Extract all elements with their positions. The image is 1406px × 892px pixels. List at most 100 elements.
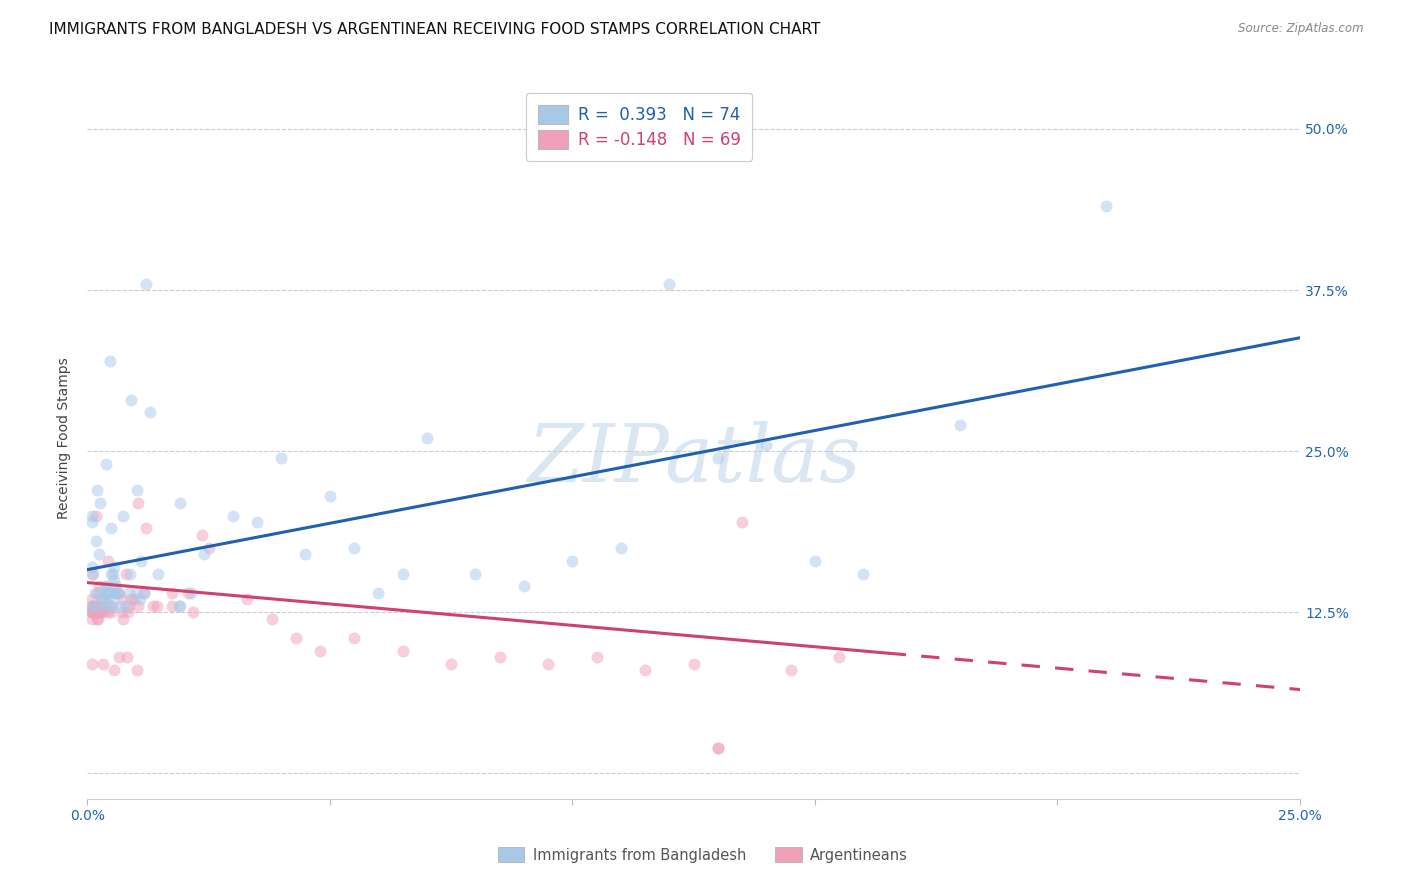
Point — [107, 586, 129, 600]
Point — [949, 418, 972, 433]
Point — [658, 277, 681, 291]
Point — [86, 599, 108, 613]
Point — [105, 586, 128, 600]
Point — [80, 566, 103, 581]
Point — [86, 586, 108, 600]
Point — [270, 450, 292, 465]
Point — [488, 650, 510, 665]
Point — [707, 450, 730, 465]
Point — [108, 599, 131, 613]
Point — [84, 599, 107, 613]
Point — [103, 566, 125, 581]
Point — [104, 586, 127, 600]
Point — [111, 605, 134, 619]
Point — [108, 586, 131, 600]
Point — [114, 566, 136, 581]
Point — [90, 592, 112, 607]
Point — [120, 566, 142, 581]
Point — [343, 541, 366, 555]
Point — [100, 605, 122, 619]
Point — [103, 663, 125, 677]
Point — [94, 579, 117, 593]
Point — [731, 515, 754, 529]
Point — [146, 599, 169, 613]
Point — [260, 612, 283, 626]
Point — [464, 566, 486, 581]
Point — [86, 612, 108, 626]
Point — [98, 354, 121, 368]
Point — [177, 586, 200, 600]
Point — [89, 496, 111, 510]
Point — [181, 605, 204, 619]
Point — [343, 631, 366, 645]
Point — [98, 599, 121, 613]
Point — [112, 612, 135, 626]
Point — [319, 489, 342, 503]
Point — [236, 592, 259, 607]
Point — [94, 586, 117, 600]
Point — [169, 496, 191, 510]
Point — [129, 554, 152, 568]
Point — [103, 573, 125, 587]
Point — [80, 657, 103, 671]
Point — [180, 586, 202, 600]
Point — [80, 599, 103, 613]
Point — [779, 663, 801, 677]
Point — [80, 612, 103, 626]
Point — [117, 605, 139, 619]
Point — [80, 605, 103, 619]
Point — [120, 392, 142, 407]
Point — [80, 605, 103, 619]
Point — [103, 560, 125, 574]
Point — [86, 508, 108, 523]
Point — [90, 599, 112, 613]
Text: ZIPatlas: ZIPatlas — [527, 421, 860, 499]
Point — [115, 599, 138, 613]
Point — [89, 579, 111, 593]
Point — [707, 740, 730, 755]
Point — [193, 547, 215, 561]
Point — [610, 541, 633, 555]
Point — [97, 554, 120, 568]
Point — [391, 566, 413, 581]
Point — [89, 605, 111, 619]
Legend: Immigrants from Bangladesh, Argentineans: Immigrants from Bangladesh, Argentineans — [492, 841, 914, 869]
Point — [198, 541, 221, 555]
Point — [100, 599, 122, 613]
Point — [309, 644, 332, 658]
Point — [142, 599, 165, 613]
Point — [135, 277, 157, 291]
Point — [118, 599, 141, 613]
Point — [634, 663, 657, 677]
Point — [111, 508, 134, 523]
Point — [87, 612, 110, 626]
Point — [127, 496, 149, 510]
Point — [100, 586, 122, 600]
Point — [120, 592, 142, 607]
Point — [80, 515, 103, 529]
Point — [97, 579, 120, 593]
Text: IMMIGRANTS FROM BANGLADESH VS ARGENTINEAN RECEIVING FOOD STAMPS CORRELATION CHAR: IMMIGRANTS FROM BANGLADESH VS ARGENTINEA… — [49, 22, 821, 37]
Point — [97, 586, 120, 600]
Point — [127, 663, 149, 677]
Point — [246, 515, 269, 529]
Point — [80, 592, 103, 607]
Point — [91, 592, 114, 607]
Point — [100, 521, 122, 535]
Point — [190, 528, 212, 542]
Point — [86, 605, 108, 619]
Point — [537, 657, 560, 671]
Point — [97, 586, 120, 600]
Point — [89, 586, 111, 600]
Point — [80, 599, 103, 613]
Point — [86, 483, 108, 497]
Point — [80, 599, 103, 613]
Point — [86, 534, 108, 549]
Point — [100, 566, 122, 581]
Point — [804, 554, 827, 568]
Point — [93, 657, 115, 671]
Point — [561, 554, 583, 568]
Point — [97, 592, 120, 607]
Point — [367, 586, 389, 600]
Legend: R =  0.393   N = 74, R = -0.148   N = 69: R = 0.393 N = 74, R = -0.148 N = 69 — [526, 93, 752, 161]
